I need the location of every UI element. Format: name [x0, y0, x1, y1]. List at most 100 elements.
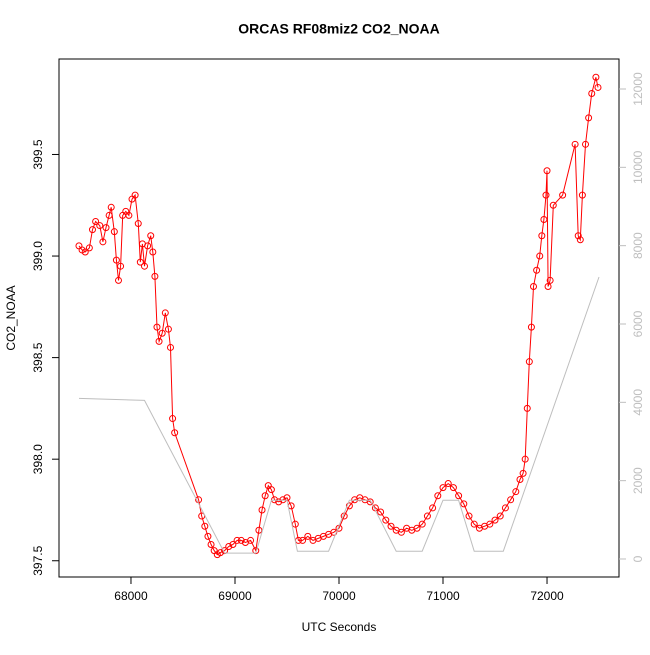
data-point: [533, 266, 541, 274]
data-point: [549, 201, 557, 209]
data-point: [470, 520, 478, 528]
data-point: [516, 475, 524, 483]
data-point: [153, 323, 161, 331]
data-point: [85, 244, 93, 252]
data-point: [261, 492, 269, 500]
data-point: [114, 276, 122, 284]
data-point: [578, 191, 586, 199]
data-point: [110, 228, 118, 236]
data-point: [486, 520, 494, 528]
data-point: [460, 500, 468, 508]
data-point: [151, 272, 159, 280]
data-point: [105, 211, 113, 219]
data-point: [387, 522, 395, 530]
data-point: [530, 283, 538, 291]
plot-frame: [58, 58, 620, 578]
data-point: [496, 512, 504, 520]
data-point: [574, 232, 582, 240]
data-point: [382, 516, 390, 524]
data-point: [258, 506, 266, 514]
data-point: [207, 540, 215, 548]
data-point: [571, 140, 579, 148]
data-point: [225, 543, 233, 551]
data-point: [92, 218, 100, 226]
y-tick-label: 399.5: [31, 139, 45, 169]
data-point: [147, 232, 155, 240]
data-point: [136, 258, 144, 266]
data-point: [582, 140, 590, 148]
data-point: [275, 498, 283, 506]
data-point: [543, 167, 551, 175]
data-point: [536, 252, 544, 260]
data-point: [444, 480, 452, 488]
data-point: [167, 343, 175, 351]
x-tick-label: 71000: [426, 589, 460, 603]
data-point: [491, 516, 499, 524]
data-point: [304, 532, 312, 540]
data-point: [134, 220, 142, 228]
data-point: [155, 337, 163, 345]
x-tick-label: 69000: [218, 589, 252, 603]
data-point: [229, 540, 237, 548]
x-tick-label: 68000: [114, 589, 148, 603]
data-point: [377, 508, 385, 516]
data-point: [149, 248, 157, 256]
data-point: [546, 276, 554, 284]
data-point: [233, 536, 241, 544]
x-axis-label: UTC Seconds: [302, 620, 377, 634]
data-point: [216, 549, 224, 557]
data-point: [544, 283, 552, 291]
data-point: [88, 226, 96, 234]
data-point: [527, 323, 535, 331]
y2-tick-label: 12000: [631, 72, 645, 106]
data-point: [588, 90, 596, 98]
data-point: [521, 455, 529, 463]
data-point: [131, 191, 139, 199]
data-point: [519, 469, 527, 477]
data-point: [501, 504, 509, 512]
data-point: [255, 526, 263, 534]
data-point: [102, 224, 110, 232]
data-point: [96, 222, 104, 230]
y2-tick-label: 10000: [631, 150, 645, 184]
data-point: [423, 512, 431, 520]
data-point: [538, 232, 546, 240]
data-point: [117, 262, 125, 270]
data-point: [345, 502, 353, 510]
data-point: [540, 215, 548, 223]
data-point: [81, 248, 89, 256]
x-tick-label: 72000: [530, 589, 564, 603]
y2-tick-label: 8000: [631, 232, 645, 259]
y-tick-label: 398.5: [31, 342, 45, 372]
y-tick-label: 399.0: [31, 241, 45, 271]
data-point: [418, 520, 426, 528]
data-point: [204, 532, 212, 540]
data-point: [465, 512, 473, 520]
data-point: [247, 536, 255, 544]
y2-tick-label: 2000: [631, 467, 645, 494]
data-point: [592, 73, 600, 81]
data-point: [144, 242, 152, 250]
data-point: [512, 488, 520, 496]
data-point: [413, 524, 421, 532]
data-point: [576, 236, 584, 244]
data-point: [542, 191, 550, 199]
data-point: [169, 415, 177, 423]
data-point: [455, 492, 463, 500]
y2-tick-label: 0: [631, 555, 645, 562]
data-point: [507, 496, 515, 504]
data-point: [559, 191, 567, 199]
data-point: [299, 536, 307, 544]
y-tick-label: 398.0: [31, 444, 45, 474]
data-point: [523, 404, 531, 412]
data-point: [594, 83, 602, 91]
data-point: [161, 309, 169, 317]
data-point: [585, 114, 593, 122]
data-point: [125, 211, 133, 219]
data-point: [439, 484, 447, 492]
series-line: [78, 276, 600, 554]
data-point: [99, 238, 107, 246]
data-point: [112, 256, 120, 264]
data-point: [237, 536, 245, 544]
